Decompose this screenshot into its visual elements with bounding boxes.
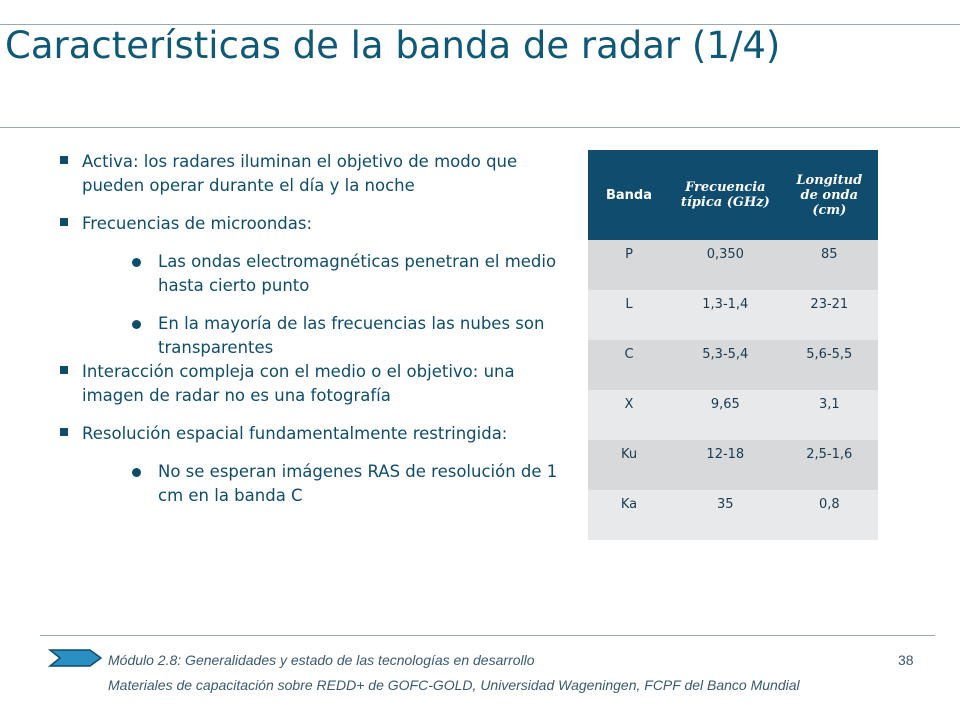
table-cell: 23-21 <box>780 290 878 340</box>
footer-arrow <box>48 649 103 667</box>
band-table: Banda Frecuencia típica (GHz) Longitud de … <box>588 150 878 540</box>
table-cell: 1,3-1,4 <box>670 290 781 340</box>
table-cell: 5,6-5,5 <box>780 340 878 390</box>
column-header: Longitud de onda (cm) <box>780 150 878 240</box>
table-cell: 3,1 <box>780 390 878 440</box>
table-cell: 0,8 <box>780 490 878 540</box>
page-number: 38 <box>898 652 914 668</box>
sub-bullet: No se esperan imágenes RAS de resolución… <box>60 460 560 508</box>
table-cell: 2,5-1,6 <box>780 440 878 490</box>
bullet-list: Activa: los radares iluminan el objetivo… <box>60 150 560 508</box>
table-cell: 85 <box>780 240 878 290</box>
table-cell: 12-18 <box>670 440 781 490</box>
table-cell: X <box>588 390 670 440</box>
bullet: Frecuencias de microondas: <box>60 212 560 236</box>
table-cell: P <box>588 240 670 290</box>
bullet: Interacción compleja con el medio o el o… <box>60 360 560 408</box>
table-cell: 5,3-5,4 <box>670 340 781 390</box>
table-row: X 9,65 3,1 <box>588 390 878 440</box>
table-cell: 0,350 <box>670 240 781 290</box>
table-row: Ku 12-18 2,5-1,6 <box>588 440 878 490</box>
footer-rule <box>40 635 935 636</box>
column-header: Banda <box>588 150 670 240</box>
table-cell: 9,65 <box>670 390 781 440</box>
table-row: C 5,3-5,4 5,6-5,5 <box>588 340 878 390</box>
table-row: Ka 35 0,8 <box>588 490 878 540</box>
table-cell: Ka <box>588 490 670 540</box>
table-cell: 35 <box>670 490 781 540</box>
sub-bullet: En la mayoría de las frecuencias las nub… <box>60 312 560 360</box>
table-cell: C <box>588 340 670 390</box>
bullet: Activa: los radares iluminan el objetivo… <box>60 150 560 198</box>
bullet: Resolución espacial fundamentalmente res… <box>60 422 560 446</box>
footer-credits: Materiales de capacitación sobre REDD+ d… <box>108 677 800 693</box>
table-cell: Ku <box>588 440 670 490</box>
table-cell: L <box>588 290 670 340</box>
title-rule <box>0 127 960 128</box>
title: Características de la banda de radar (1/… <box>5 24 781 67</box>
footer-module: Módulo 2.8: Generalidades y estado de la… <box>108 652 535 668</box>
table-row: P 0,350 85 <box>588 240 878 290</box>
table-row: L 1,3-1,4 23-21 <box>588 290 878 340</box>
column-header: Frecuencia típica (GHz) <box>670 150 781 240</box>
top-rule <box>0 24 960 25</box>
sub-bullet: Las ondas electromagnéticas penetran el … <box>60 250 560 298</box>
